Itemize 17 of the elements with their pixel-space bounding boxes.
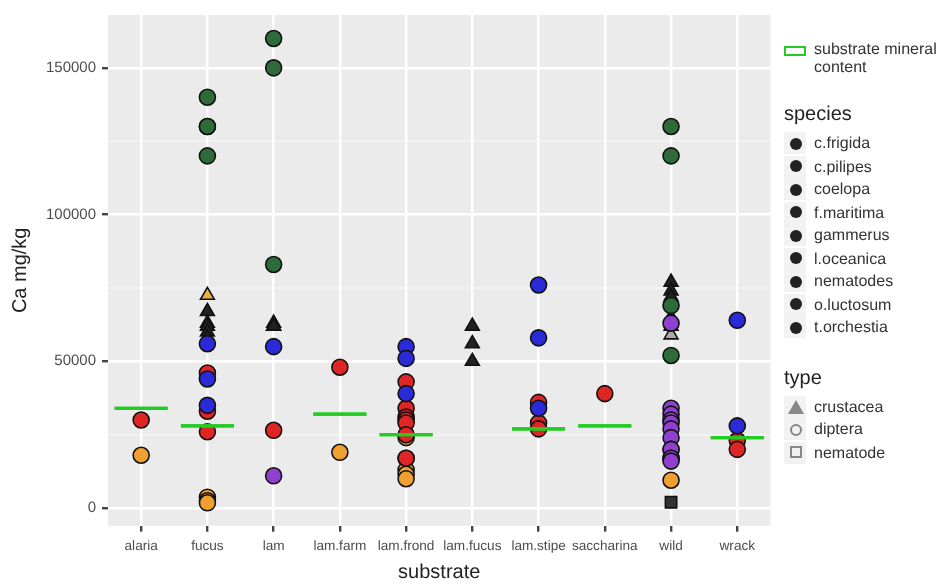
legend-label: nematodes: [814, 272, 894, 291]
legend-label: t.orchestia: [814, 318, 888, 337]
legend-label: c.frigida: [814, 134, 871, 153]
legend-label: f.maritima: [814, 203, 885, 222]
legend-label: gammerus: [814, 226, 890, 245]
x-axis-title: substrate: [398, 561, 482, 584]
legend-label: crustacea: [814, 397, 884, 416]
legend-title: species: [784, 104, 854, 126]
legend-label: l.oceanica: [814, 249, 887, 268]
legend-label: c.pilipes: [814, 157, 872, 176]
legend-label: nematode: [814, 443, 886, 462]
legend-label: substrate mineral content: [814, 40, 938, 76]
legend-label: coelopa: [814, 180, 871, 199]
y-axis-title: Ca mg/kg: [9, 227, 32, 314]
legend-label: o.luctosum: [814, 295, 892, 314]
text: type: [784, 367, 824, 389]
legend-label: diptera: [814, 420, 863, 439]
